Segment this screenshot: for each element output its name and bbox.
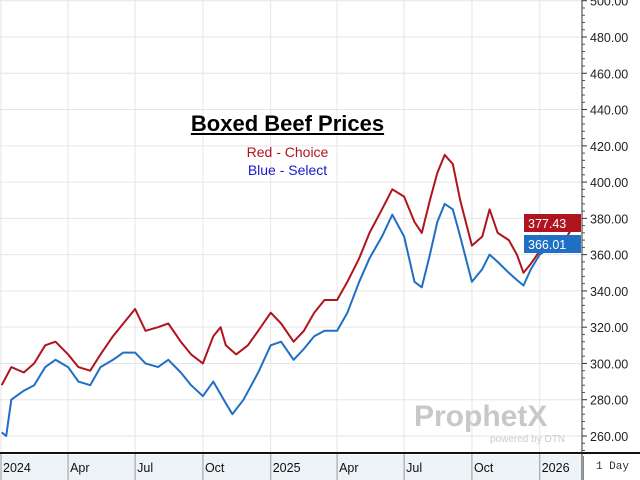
series-line-choice: [0, 153, 576, 386]
x-tick-label: Oct: [474, 461, 494, 475]
y-tick-label: 260.00: [590, 430, 628, 444]
x-axis-bg: [0, 455, 582, 480]
watermark-sub: powered by DTN: [490, 434, 566, 445]
last-value-badge: [524, 235, 581, 254]
x-tick-label: 2025: [273, 461, 301, 475]
period-selector[interactable]: 1 Day: [583, 456, 640, 480]
y-tick-label: 460.00: [590, 67, 628, 81]
x-tick-label: Jul: [137, 461, 153, 475]
last-value-label: 377.43: [528, 217, 566, 231]
series-line-select: [1, 202, 576, 437]
y-tick-label: 480.00: [590, 31, 628, 45]
y-tick-label: 360.00: [590, 249, 628, 263]
x-tick-label: Apr: [339, 461, 358, 475]
y-tick-label: 420.00: [590, 140, 628, 154]
grid: [0, 0, 582, 452]
last-value-badge: [524, 214, 581, 233]
y-tick-label: 380.00: [590, 212, 628, 226]
y-tick-label: 340.00: [590, 285, 628, 299]
watermark-logo: ProphetX: [414, 400, 548, 433]
y-tick-label: 400.00: [590, 176, 628, 190]
y-tick-label: 300.00: [590, 357, 628, 371]
legend-choice: Red - Choice: [246, 144, 329, 160]
y-tick-label: 320.00: [590, 321, 628, 335]
x-tick-label: Apr: [70, 461, 89, 475]
legend-select: Blue - Select: [247, 162, 328, 178]
chart-title: Boxed Beef Prices: [190, 111, 385, 136]
y-tick-label: 440.00: [590, 104, 628, 118]
x-tick-label: 2024: [3, 461, 31, 475]
x-tick-label: Oct: [205, 461, 225, 475]
series-lines: [0, 153, 576, 437]
x-tick-label: Jul: [406, 461, 422, 475]
y-tick-label: 280.00: [590, 394, 628, 408]
x-tick-label: 2026: [542, 461, 570, 475]
y-tick-label: 500.00: [590, 0, 628, 9]
last-value-label: 366.01: [528, 238, 566, 252]
